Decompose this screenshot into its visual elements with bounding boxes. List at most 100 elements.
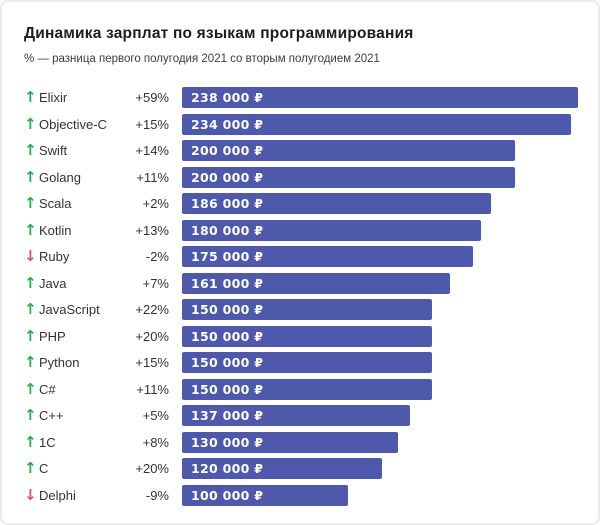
change-percent-label: -9% [145,487,169,503]
language-label: Delphi [39,487,76,503]
salary-value-label: 200 000 ₽ [191,169,264,185]
arrow-up-icon: ↑ [24,406,37,424]
change-percent-label: +22% [135,302,169,317]
salary-value-label: 186 000 ₽ [191,196,264,211]
salary-bar: 120 000 ₽ [182,458,382,479]
change-percent-label: +59% [135,90,169,105]
salary-bar: 137 000 ₽ [182,405,410,426]
arrow-up-icon: ↑ [24,300,37,318]
salary-value-label: 100 000 ₽ [191,487,264,503]
chart-subtitle: % — разница первого полугодия 2021 со вт… [24,53,380,65]
chart-rows: ↑ Elixir +59% 238 000 ₽ ↑ Objective-C +1… [24,87,578,506]
language-label: Scala [39,196,72,211]
change-percent-label: +20% [135,328,169,344]
salary-bar: 150 000 ₽ [182,378,432,400]
arrow-up-icon: ↑ [24,432,37,451]
language-label: C [39,461,49,476]
chart-title: Динамика зарплат по языкам программирова… [24,25,414,42]
salary-bar: 200 000 ₽ [182,166,515,188]
change-percent-label: +11% [136,381,169,397]
chart-row: ↑ Golang +11% 200 000 ₽ [24,166,578,188]
salary-value-label: 234 000 ₽ [191,116,264,132]
salary-bar: 200 000 ₽ [182,140,515,161]
chart-row: ↓ Delphi -9% 100 000 ₽ [24,484,578,506]
salary-value-label: 150 000 ₽ [191,355,264,370]
language-label: C# [39,381,56,397]
language-label: 1C [39,434,56,450]
change-percent-label: -2% [145,249,169,264]
salary-value-label: 150 000 ₽ [191,328,264,344]
chart-row: ↑ Elixir +59% 238 000 ₽ [24,87,578,108]
salary-value-label: 161 000 ₽ [191,275,264,291]
chart-row: ↑ Swift +14% 200 000 ₽ [24,140,578,161]
arrow-up-icon: ↑ [24,353,37,371]
arrow-up-icon: ↑ [24,88,37,106]
salary-bar: 100 000 ₽ [182,484,348,506]
salary-bar: 186 000 ₽ [182,193,491,214]
chart-row: ↑ Python +15% 150 000 ₽ [24,352,578,373]
change-percent-label: +2% [142,196,169,211]
change-percent-label: +5% [142,408,169,423]
chart-row: ↑ JavaScript +22% 150 000 ₽ [24,299,578,320]
change-percent-label: +11% [136,169,169,185]
change-percent-label: +14% [135,143,169,158]
language-label: Python [39,355,80,370]
salary-bar: 130 000 ₽ [182,431,398,453]
arrow-up-icon: ↑ [24,114,37,133]
salary-bar: 150 000 ₽ [182,325,432,347]
change-percent-label: +15% [135,116,169,132]
salary-value-label: 150 000 ₽ [191,302,264,317]
language-label: C++ [39,408,64,423]
salary-bar: 238 000 ₽ [182,87,578,108]
salary-bar: 150 000 ₽ [182,299,432,320]
arrow-down-icon: ↓ [24,485,37,504]
chart-row: ↑ Objective-C +15% 234 000 ₽ [24,113,578,135]
chart-row: ↑ PHP +20% 150 000 ₽ [24,325,578,347]
chart-row: ↑ 1C +8% 130 000 ₽ [24,431,578,453]
chart-row: ↑ C# +11% 150 000 ₽ [24,378,578,400]
change-percent-label: +13% [135,222,169,238]
arrow-up-icon: ↑ [24,273,37,292]
language-label: Ruby [39,249,70,264]
salary-value-label: 175 000 ₽ [191,249,264,264]
arrow-up-icon: ↑ [24,220,37,239]
language-label: Golang [39,169,81,185]
change-percent-label: +8% [142,434,169,450]
salary-value-label: 238 000 ₽ [191,90,264,105]
change-percent-label: +15% [135,355,169,370]
language-label: Elixir [39,90,68,105]
change-percent-label: +20% [135,461,169,476]
arrow-up-icon: ↑ [24,141,37,159]
salary-bar: 234 000 ₽ [182,113,571,135]
salary-value-label: 120 000 ₽ [191,461,264,476]
chart-row: ↑ Java +7% 161 000 ₽ [24,272,578,294]
salary-value-label: 137 000 ₽ [191,408,264,423]
arrow-up-icon: ↑ [24,379,37,398]
language-label: JavaScript [39,302,100,317]
salary-value-label: 180 000 ₽ [191,222,264,238]
arrow-up-icon: ↑ [24,326,37,345]
arrow-up-icon: ↑ [24,459,37,477]
language-label: Swift [39,143,68,158]
chart-row: ↑ C++ +5% 137 000 ₽ [24,405,578,426]
language-label: Objective-C [39,116,107,132]
salary-bar: 150 000 ₽ [182,352,432,373]
salary-value-label: 150 000 ₽ [191,381,264,397]
arrow-up-icon: ↑ [24,194,37,212]
language-label: Kotlin [39,222,72,238]
chart-row: ↑ Scala +2% 186 000 ₽ [24,193,578,214]
language-label: PHP [39,328,66,344]
salary-value-label: 200 000 ₽ [191,143,264,158]
change-percent-label: +7% [142,275,169,291]
salary-value-label: 130 000 ₽ [191,434,264,450]
language-label: Java [39,275,67,291]
arrow-down-icon: ↓ [24,247,37,265]
salary-bar: 175 000 ₽ [182,246,473,267]
salary-bar: 161 000 ₽ [182,272,450,294]
salary-bar: 180 000 ₽ [182,219,481,241]
chart-row: ↑ Kotlin +13% 180 000 ₽ [24,219,578,241]
chart-row: ↓ Ruby -2% 175 000 ₽ [24,246,578,267]
chart-row: ↑ C +20% 120 000 ₽ [24,458,578,479]
arrow-up-icon: ↑ [24,167,37,186]
